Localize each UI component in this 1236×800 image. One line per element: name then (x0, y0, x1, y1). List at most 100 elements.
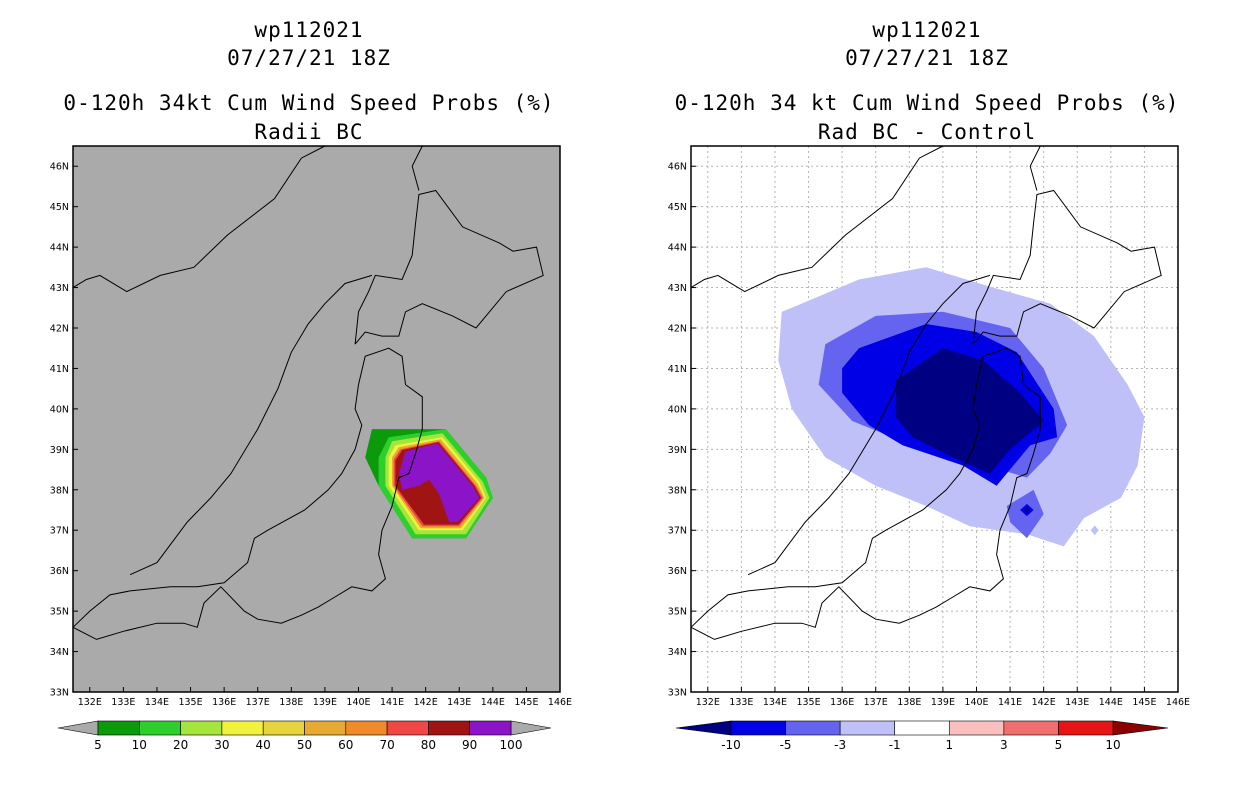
y-tick-label: 39N (668, 445, 687, 456)
x-tick-label: 132E (696, 697, 720, 708)
colorbar-swatch (97, 720, 140, 736)
colorbar-swatch (469, 720, 512, 736)
colorbar-swatch (345, 720, 388, 736)
x-tick-label: 136E (830, 697, 854, 708)
probability-map: 132E 133E 134E 135E 136E 137E 138E 139E 140E 141E… (50, 145, 572, 752)
coastline (1029, 145, 1041, 191)
x-tick-label: 144E (481, 697, 505, 708)
x-tick-label: 134E (145, 697, 169, 708)
colorbar-swatch (386, 720, 429, 736)
x-tick-label: 132E (78, 697, 102, 708)
x-tick-label: 136E (212, 697, 236, 708)
y-tick-label: 36N (668, 566, 687, 577)
x-tick-label: 138E (279, 697, 303, 708)
colorbar-label: 50 (297, 738, 312, 752)
left-panel: wp112021 07/27/21 18Z 0-120h 34kt Cum Wi… (50, 18, 572, 752)
coastline (972, 189, 1162, 345)
coastline (747, 274, 991, 576)
colorbar-label: 10 (1105, 738, 1120, 752)
colorbar-label: 1 (945, 738, 953, 752)
colorbar-label: 100 (500, 738, 523, 752)
x-tick-label: 141E (380, 697, 404, 708)
plot-background (73, 146, 560, 692)
x-tick-label: 139E (931, 697, 955, 708)
chart-subtitle: Rad BC - Control (817, 120, 1037, 144)
x-tick-label: 143E (1065, 697, 1089, 708)
x-tick-label: 133E (729, 697, 753, 708)
colorbar-label: 20 (173, 738, 188, 752)
colorbar-swatch (139, 720, 181, 736)
colorbar-label: 5 (94, 738, 102, 752)
y-tick-label: 41N (668, 364, 687, 375)
y-tick-label: 42N (668, 324, 687, 335)
y-tick-label: 43N (668, 283, 687, 294)
colorbar-label: 80 (421, 738, 436, 752)
colorbar-left-arrow (675, 720, 732, 736)
coastline (72, 145, 326, 293)
colorbar-label: 30 (214, 738, 229, 752)
colorbar-label: -10 (721, 738, 741, 752)
contour-fill-100 (398, 443, 480, 523)
y-tick-label: 34N (668, 647, 687, 658)
chart-title: 0-120h 34kt Cum Wind Speed Probs (%) (63, 91, 555, 115)
colorbar-label: -1 (889, 738, 901, 752)
storm-id: wp112021 (872, 18, 982, 42)
plot-frame (690, 145, 1179, 693)
chart-title: 0-120h 34 kt Cum Wind Speed Probs (%) (674, 91, 1180, 115)
y-tick-label: 36N (50, 566, 69, 577)
colorbar-swatch (428, 720, 470, 736)
y-tick-label: 45N (50, 202, 69, 213)
colorbar-swatch (304, 720, 347, 736)
x-tick-label: 141E (998, 697, 1022, 708)
datetime: 07/27/21 18Z (227, 46, 391, 70)
y-tick-label: 44N (50, 243, 69, 254)
colorbar-swatch (1003, 720, 1059, 736)
x-tick-label: 142E (414, 697, 438, 708)
y-tick-label: 35N (668, 607, 687, 618)
y-tick-label: 42N (50, 324, 69, 335)
colorbar-label: 5 (1055, 738, 1063, 752)
y-tick-label: 33N (668, 688, 687, 699)
colorbar-swatch (730, 720, 786, 736)
colorbar-label: -3 (834, 738, 846, 752)
x-tick-label: 145E (514, 697, 538, 708)
colorbar-label: -5 (780, 738, 792, 752)
chart-subtitle: Radii BC (254, 120, 364, 144)
coastline (411, 145, 423, 191)
y-tick-label: 45N (668, 202, 687, 213)
contour-fill-neg10 (1024, 507, 1030, 513)
colorbar-label: 60 (338, 738, 353, 752)
colorbar-swatch (1058, 720, 1114, 736)
x-tick-label: 140E (346, 697, 370, 708)
y-tick-label: 46N (668, 162, 687, 173)
y-tick-label: 40N (50, 404, 69, 415)
x-tick-label: 144E (1099, 697, 1123, 708)
storm-id: wp112021 (254, 18, 364, 42)
x-tick-label: 133E (111, 697, 135, 708)
colorbar-label: 40 (256, 738, 271, 752)
colorbar-swatch (785, 720, 841, 736)
right-panel: wp112021 07/27/21 18Z 0-120h 34 kt Cum W… (618, 0, 1236, 800)
y-tick-label: 34N (50, 647, 69, 658)
y-tick-label: 38N (668, 485, 687, 496)
x-tick-label: 146E (1166, 697, 1190, 708)
y-tick-label: 43N (50, 283, 69, 294)
x-tick-label: 143E (447, 697, 471, 708)
colorbar-right-arrow (1112, 720, 1169, 736)
y-tick-label: 35N (50, 607, 69, 618)
y-tick-label: 40N (668, 404, 687, 415)
colorbar-swatch (262, 720, 305, 736)
x-tick-label: 145E (1132, 697, 1156, 708)
x-tick-label: 137E (246, 697, 270, 708)
x-tick-label: 139E (313, 697, 337, 708)
y-tick-label: 44N (668, 243, 687, 254)
y-tick-label: 41N (50, 364, 69, 375)
colorbar-swatch (839, 720, 896, 736)
x-tick-label: 138E (897, 697, 921, 708)
x-tick-label: 135E (796, 697, 820, 708)
colorbar-right-arrow (510, 720, 552, 736)
coastline (354, 189, 544, 345)
colorbar-label: 10 (132, 738, 147, 752)
y-tick-label: 33N (50, 688, 69, 699)
coastline (690, 347, 1041, 640)
